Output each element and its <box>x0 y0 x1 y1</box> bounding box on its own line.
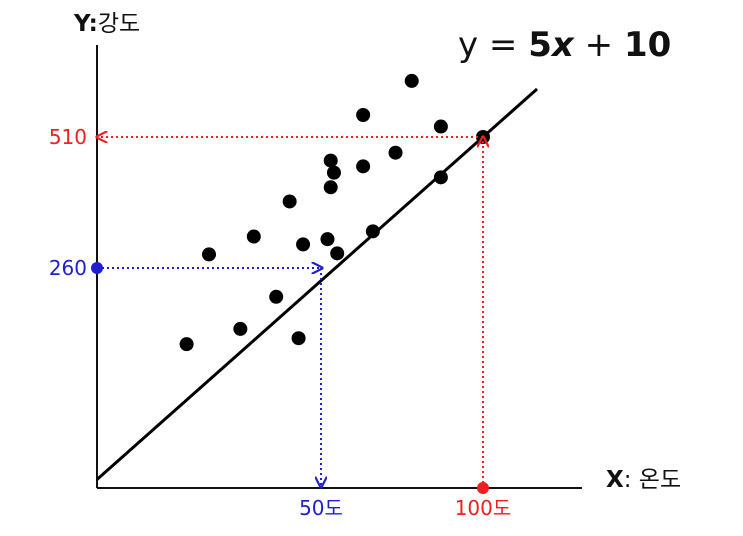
x-guide-label-2: 100도 <box>455 496 512 520</box>
y-guide-label-2: 510 <box>49 125 87 149</box>
data-point-20 <box>433 170 448 185</box>
data-point-19 <box>433 119 448 134</box>
data-point-2 <box>202 247 216 262</box>
data-point-12 <box>326 165 341 180</box>
data-point-8 <box>296 237 311 252</box>
data-point-6 <box>282 194 297 209</box>
data-point-15 <box>356 107 371 122</box>
equation-intercept: 10 <box>624 25 671 65</box>
points-layer <box>179 73 490 352</box>
equation-plus: + <box>574 25 624 65</box>
fit-line-layer <box>96 87 539 481</box>
data-point-1 <box>179 337 194 352</box>
data-point-11 <box>323 153 338 168</box>
data-point-10 <box>323 180 338 195</box>
data-point-13 <box>330 246 345 261</box>
data-point-14 <box>356 159 371 174</box>
data-point-18 <box>404 73 419 88</box>
data-point-4 <box>246 229 261 244</box>
data-point-16 <box>365 224 380 239</box>
regression-equation: y = 5x + 10 <box>458 25 671 65</box>
fit-line <box>96 87 539 481</box>
y-guide-label-1: 260 <box>49 256 87 280</box>
data-point-7 <box>291 331 306 346</box>
guide-origin-dot-2 <box>477 482 489 494</box>
data-point-5 <box>269 289 284 304</box>
y-axis-label: Y:강도 <box>73 11 140 37</box>
guide-origin-dot-1 <box>91 262 103 274</box>
guides-layer: 260 50도 510 100도 <box>49 125 511 520</box>
equation-left: y = <box>458 25 528 65</box>
x-axis-label: X: 온도 <box>606 467 681 493</box>
x-guide-label-1: 50도 <box>299 496 343 520</box>
x-axis-text: : 온도 <box>624 467 681 493</box>
equation-coefficient: 5 <box>528 25 552 65</box>
data-point-3 <box>233 321 248 336</box>
y-axis-prefix: Y: <box>73 11 98 37</box>
data-point-17 <box>388 145 403 160</box>
x-axis-prefix: X <box>606 467 624 493</box>
y-axis-text: 강도 <box>98 11 140 37</box>
data-point-9 <box>320 232 335 247</box>
equation-variable: x <box>550 25 575 65</box>
